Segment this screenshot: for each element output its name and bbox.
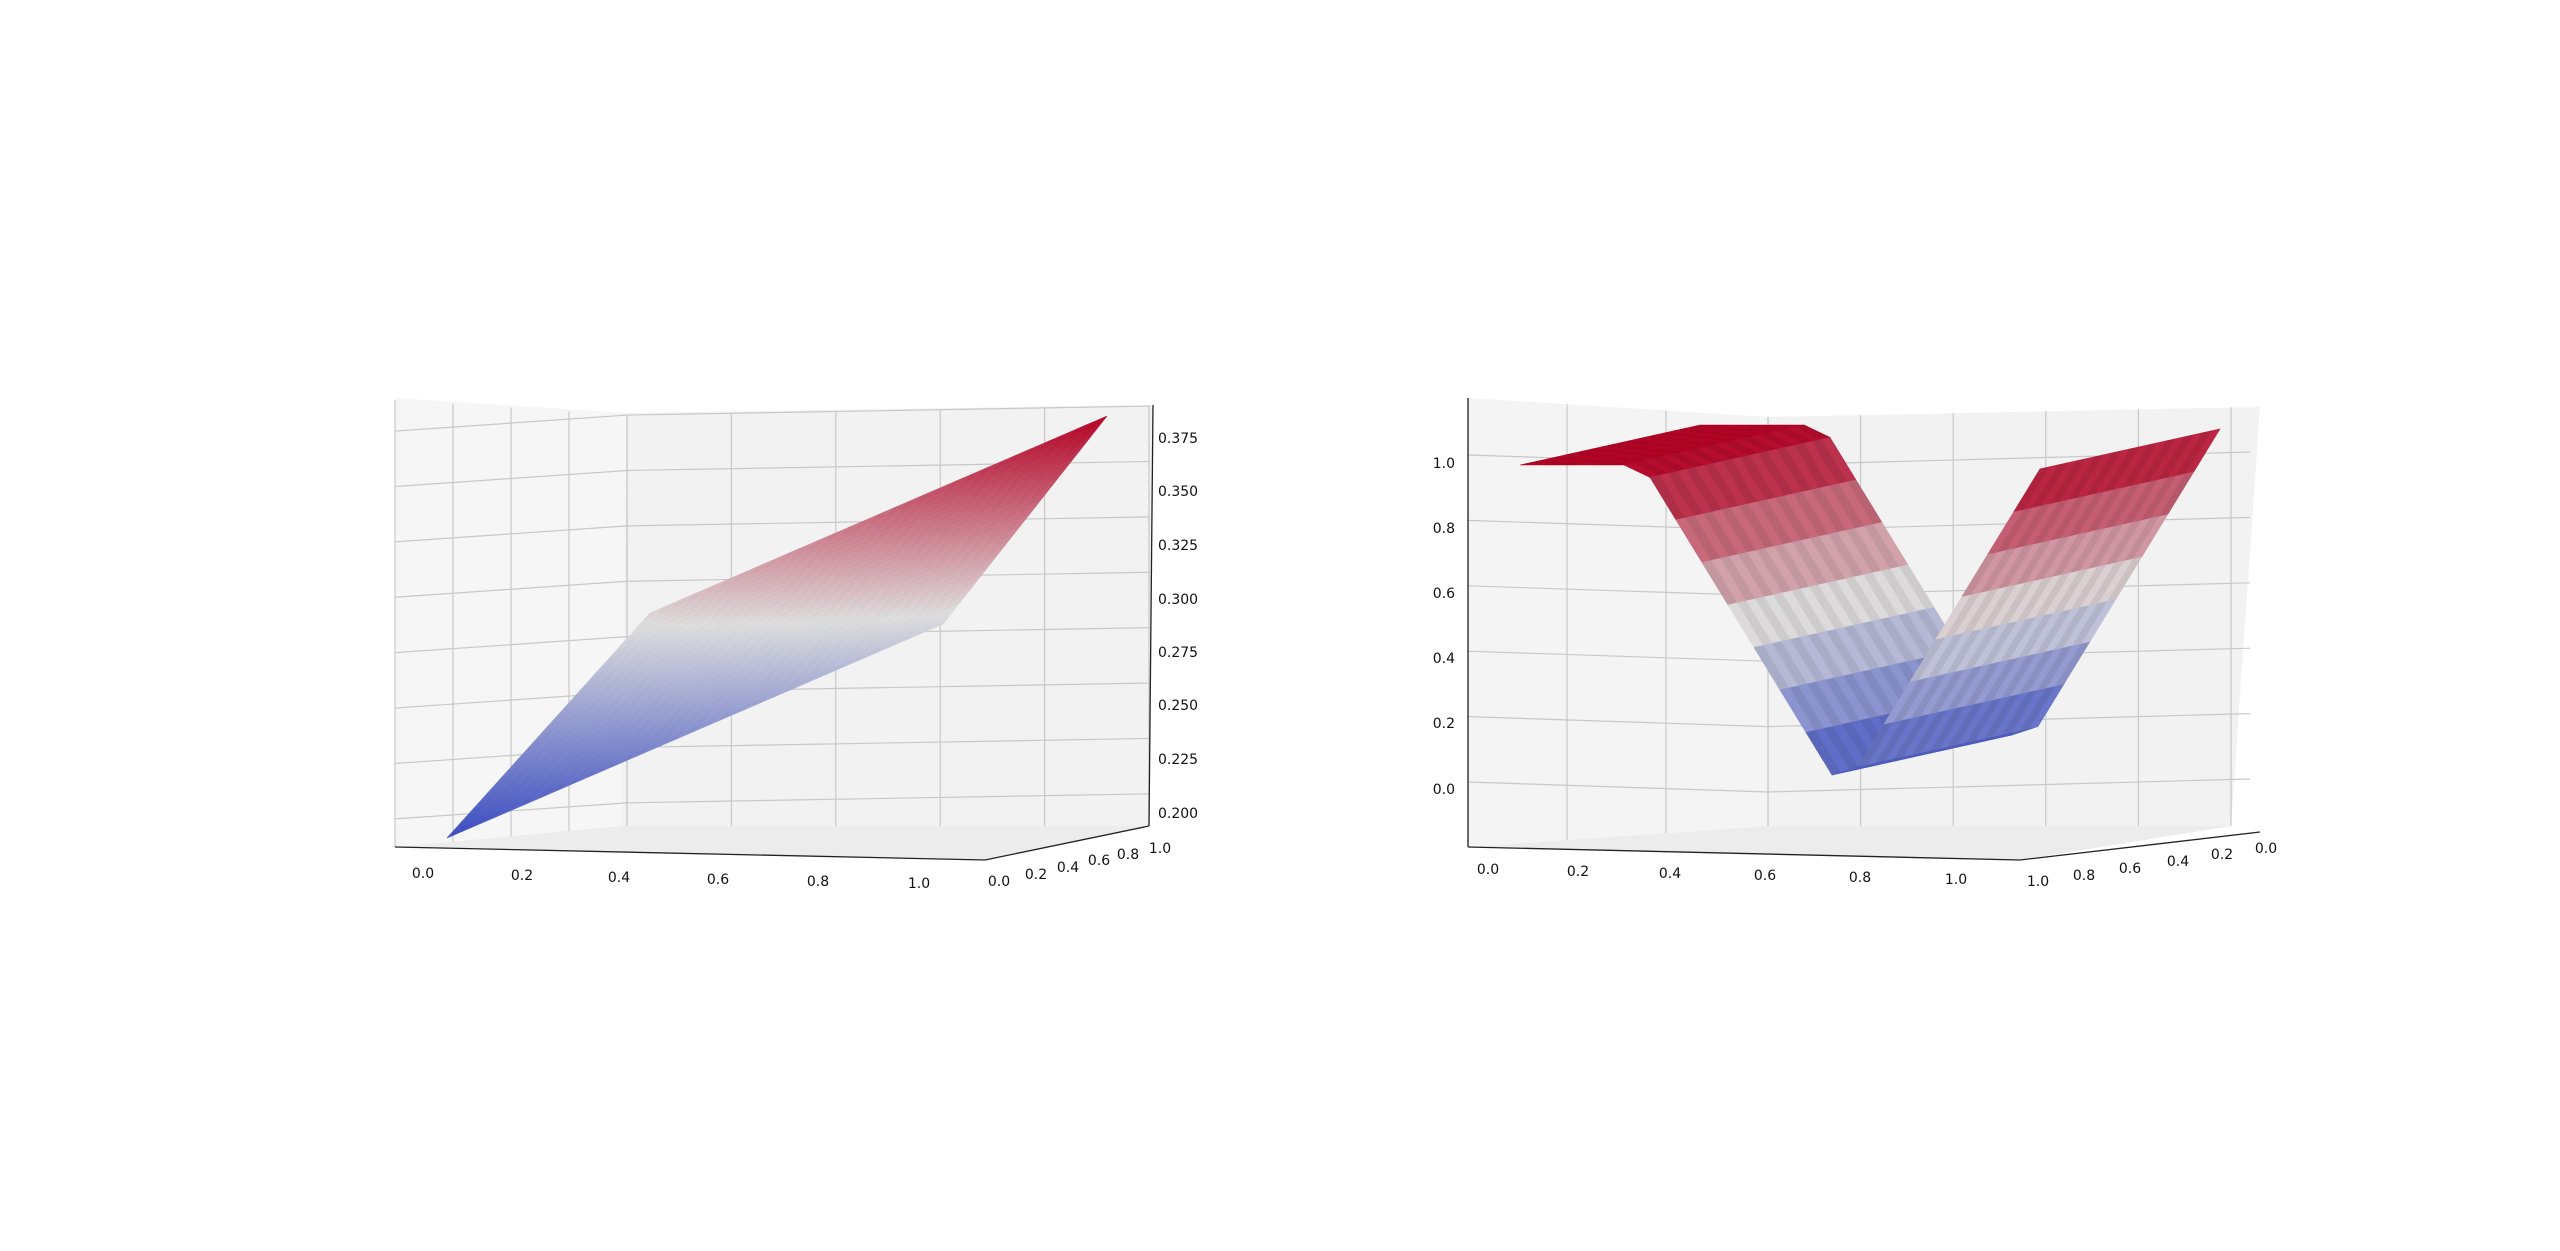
gridline <box>626 793 1151 804</box>
left-y-axis-line <box>984 825 1150 861</box>
left-x-tick: 1.0 <box>908 876 930 892</box>
left-x-axis-line <box>394 846 986 861</box>
left-x-tick: 0.6 <box>707 872 729 888</box>
left-floor-pane <box>395 826 1149 860</box>
right-x-tick: 0.6 <box>1754 868 1776 884</box>
right-y-axis-line <box>2019 831 2261 861</box>
left-y-tick: 0.4 <box>1057 860 1079 876</box>
right-x-axis-line <box>1467 846 2021 861</box>
right-x-tick: 1.0 <box>1945 872 1967 888</box>
right-z-tick: 0.2 <box>1433 716 1455 732</box>
right-x-tick: 0.0 <box>1477 862 1499 878</box>
right-z-tick: 0.8 <box>1433 521 1455 537</box>
right-y-tick: 0.4 <box>2167 854 2189 870</box>
gridline <box>1767 778 2251 793</box>
surface-facet <box>2013 466 2050 512</box>
left-x-tick: 0.0 <box>412 866 434 882</box>
gridline <box>626 405 1151 416</box>
right-surface-chart: 0.0 0.2 0.4 0.6 0.8 1.0 1.0 0.8 0.6 0.4 … <box>1433 398 2277 890</box>
gridline <box>626 737 1151 749</box>
right-x-tick: 0.2 <box>1567 864 1589 880</box>
left-surface-chart: 0.0 0.2 0.4 0.6 0.8 1.0 0.0 0.2 0.4 0.6 … <box>394 398 1198 892</box>
right-z-tick: 0.0 <box>1433 782 1455 798</box>
right-z-tick: 0.4 <box>1433 651 1455 667</box>
left-y-tick: 0.2 <box>1025 867 1047 883</box>
left-surface <box>446 415 1108 839</box>
right-y-tick: 0.2 <box>2211 847 2233 863</box>
right-x-tick: 0.8 <box>1849 870 1871 886</box>
left-z-tick: 0.325 <box>1158 538 1198 554</box>
left-x-tick: 0.8 <box>807 874 829 890</box>
left-x-tick: 0.2 <box>511 868 533 884</box>
left-z-tick: 0.200 <box>1158 806 1198 822</box>
left-z-tick: 0.250 <box>1158 698 1198 714</box>
right-z-tick: 1.0 <box>1433 456 1455 472</box>
right-z-tick: 0.6 <box>1433 586 1455 602</box>
right-y-tick: 0.6 <box>2119 861 2141 877</box>
right-y-tick: 0.0 <box>2255 841 2277 857</box>
gridline <box>1467 585 1769 597</box>
left-z-tick: 0.300 <box>1158 592 1198 608</box>
right-y-tick: 1.0 <box>2027 874 2049 890</box>
gridline <box>1467 716 1769 728</box>
left-z-tick: 0.375 <box>1158 431 1198 447</box>
gridline <box>1467 650 1769 662</box>
right-x-tick: 0.4 <box>1659 866 1681 882</box>
left-y-tick: 0.0 <box>988 874 1010 890</box>
left-y-tick: 0.8 <box>1117 847 1139 863</box>
left-y-tick: 0.6 <box>1088 853 1110 869</box>
right-floor-pane <box>1468 826 2231 860</box>
left-z-tick: 0.350 <box>1158 484 1198 500</box>
left-x-tick: 0.4 <box>608 870 630 886</box>
left-z-tick: 0.225 <box>1158 752 1198 768</box>
right-surface <box>1519 424 2221 776</box>
surface-facet <box>1086 415 1108 430</box>
left-y-tick: 1.0 <box>1149 841 1171 857</box>
left-z-axis-line <box>1148 404 1154 827</box>
gridline <box>1467 781 1769 793</box>
right-y-tick: 0.8 <box>2073 868 2095 884</box>
left-z-tick: 0.275 <box>1158 645 1198 661</box>
